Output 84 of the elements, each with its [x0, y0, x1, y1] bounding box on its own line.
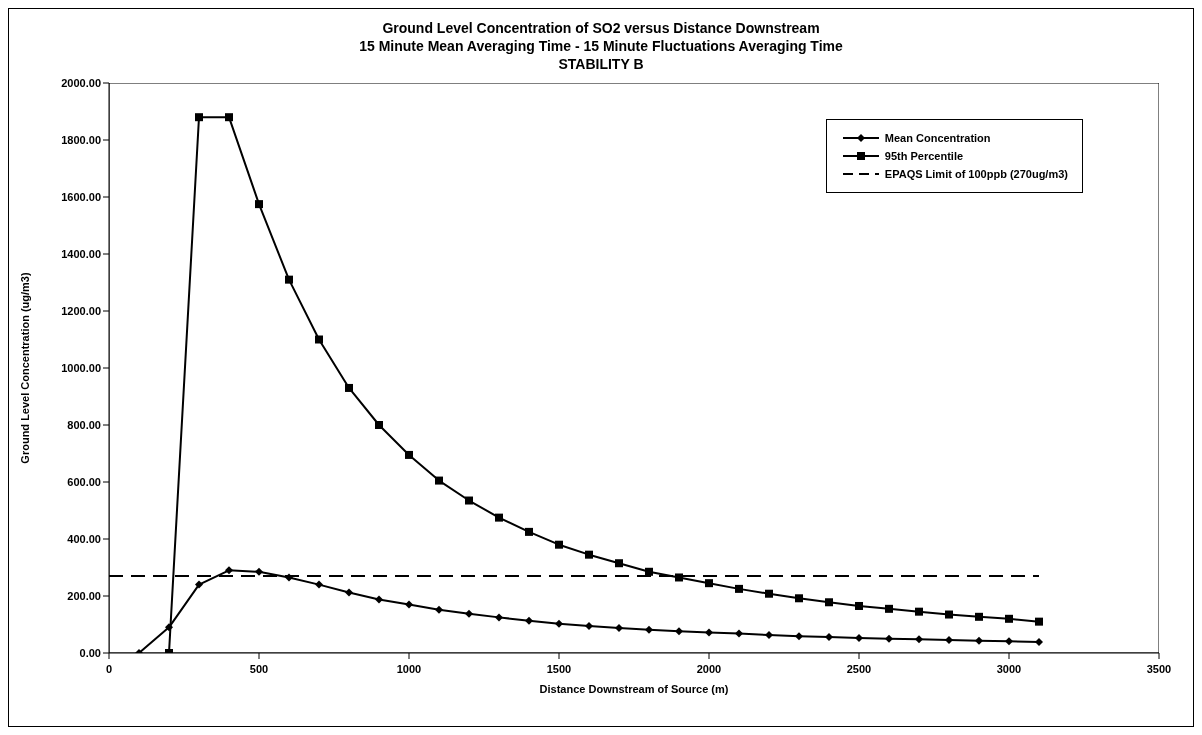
point — [645, 625, 653, 634]
point — [225, 566, 233, 575]
point — [495, 613, 503, 622]
point — [675, 627, 683, 636]
legend-label: 95th Percentile — [884, 150, 964, 162]
x-tick-label: 500 — [249, 663, 269, 675]
point — [405, 450, 413, 459]
point — [195, 580, 203, 589]
point — [645, 567, 653, 576]
point — [465, 496, 473, 505]
y-axis-title: Ground Level Concentration (ug/m3) — [18, 272, 31, 464]
point — [465, 609, 473, 618]
point — [1005, 637, 1013, 646]
y-tick-label: 1000.00 — [61, 361, 101, 374]
point — [555, 619, 563, 628]
point — [795, 632, 803, 641]
y-tick-label: 1800.00 — [61, 133, 101, 146]
x-tick-label: 1000 — [396, 663, 422, 675]
point — [255, 200, 263, 209]
legend-label: Mean Concentration — [884, 132, 991, 144]
y-tick-label: 1200.00 — [61, 304, 101, 317]
point — [375, 421, 383, 429]
point — [435, 476, 443, 485]
x-tick-label: 3000 — [996, 663, 1022, 675]
point — [315, 335, 323, 344]
y-tick-label: 2000.00 — [61, 76, 101, 89]
x-tick-label: 3500 — [1146, 663, 1172, 675]
x-tick-label: 1500 — [546, 663, 572, 675]
point — [885, 604, 893, 613]
point — [855, 601, 863, 610]
point — [795, 594, 803, 603]
point — [525, 527, 533, 536]
point — [915, 635, 923, 644]
point — [705, 579, 713, 588]
point — [705, 628, 713, 637]
point — [675, 573, 683, 582]
y-tick-label: 1600.00 — [61, 190, 101, 203]
point — [195, 113, 203, 122]
chart-title: Ground Level Concentration of SO2 versus Distance Downstream 15 Minute Mean Averaging Time - 15 Minute Fluctuations Averaging Time STABILITY B — [358, 19, 844, 73]
point — [435, 605, 443, 614]
y-tick-label: 200.00 — [67, 589, 101, 602]
y-tick-label: 800.00 — [67, 418, 101, 431]
point — [735, 584, 743, 593]
y-tick-label: 600.00 — [67, 475, 101, 488]
point — [825, 598, 833, 607]
point — [885, 634, 893, 643]
y-tick-label: 400.00 — [67, 532, 101, 545]
point — [765, 589, 773, 598]
point — [225, 113, 233, 122]
point — [345, 383, 353, 392]
point — [735, 629, 743, 638]
point — [945, 610, 953, 619]
point — [285, 275, 293, 284]
point — [315, 580, 323, 589]
legend-label: EPAQS Limit of 100ppb (270ug/m3) — [884, 168, 1068, 180]
point — [975, 636, 983, 645]
x-tick-label: 2500 — [846, 663, 872, 675]
point — [765, 631, 773, 640]
point — [825, 633, 833, 642]
x-tick-label: 2000 — [696, 663, 722, 675]
point — [375, 595, 383, 604]
point — [1035, 637, 1043, 646]
point — [585, 621, 593, 630]
point — [555, 540, 563, 549]
point — [345, 588, 353, 597]
point — [585, 550, 593, 559]
point — [165, 623, 173, 632]
point — [855, 633, 863, 642]
point — [1005, 614, 1013, 623]
point — [405, 600, 413, 609]
point — [915, 607, 923, 616]
point — [255, 567, 263, 576]
point — [945, 635, 953, 644]
x-axis-title: Distance Downstream of Source (m) — [539, 683, 729, 695]
point — [975, 612, 983, 621]
x-tick-label: 0 — [105, 663, 113, 675]
point — [525, 616, 533, 625]
point — [1035, 617, 1043, 626]
point — [495, 513, 503, 522]
y-tick-label: 1400.00 — [61, 247, 101, 260]
point — [285, 573, 293, 582]
point — [615, 559, 623, 568]
y-tick-label: 0.00 — [79, 646, 101, 659]
point — [615, 623, 623, 632]
